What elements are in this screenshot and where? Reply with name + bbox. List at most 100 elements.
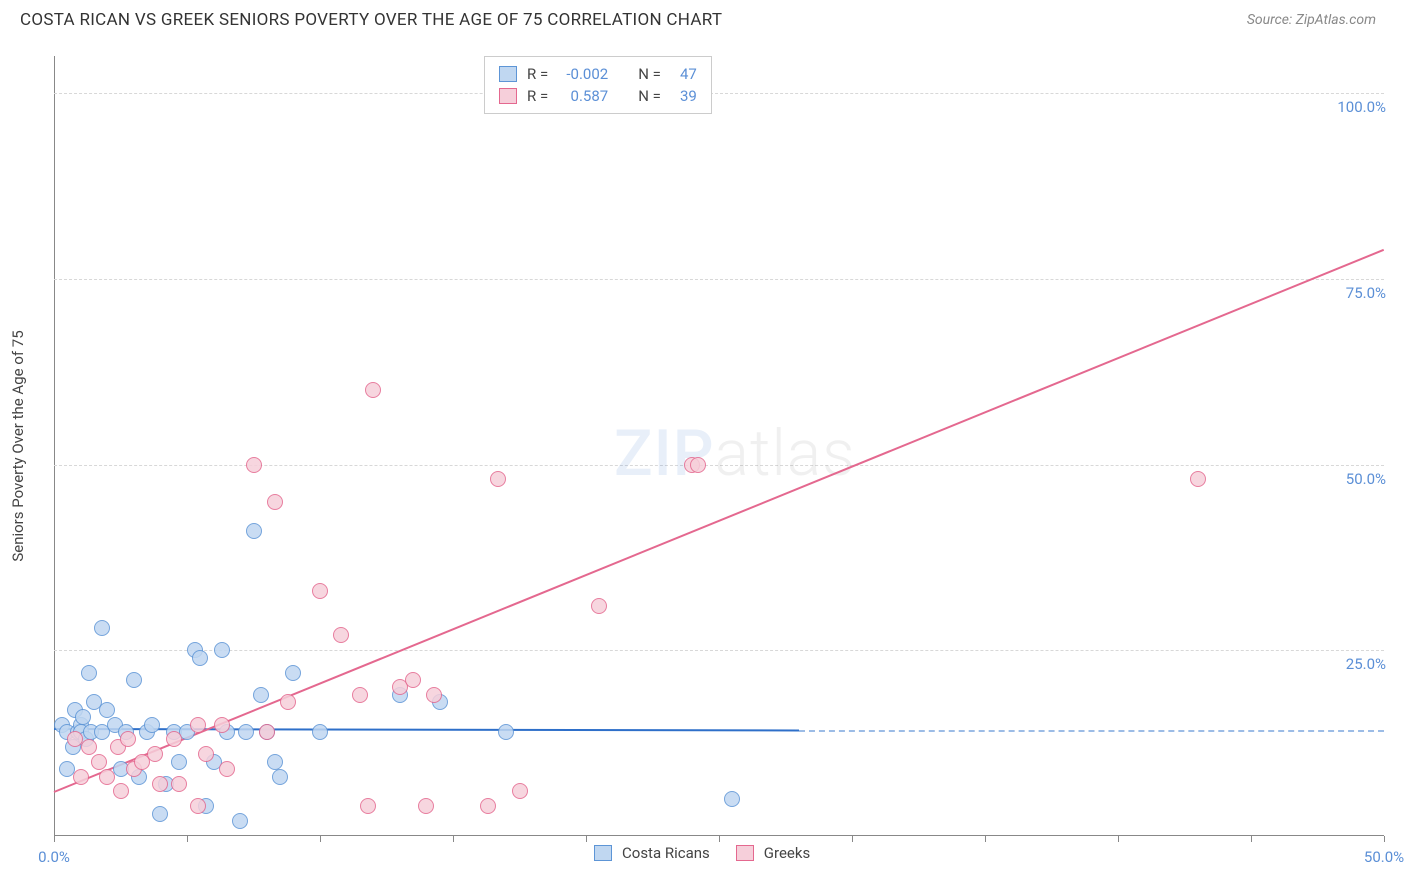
data-point — [232, 813, 248, 829]
data-point — [312, 724, 328, 740]
data-point — [285, 665, 301, 681]
legend-swatch — [736, 845, 754, 861]
data-point — [152, 806, 168, 822]
data-point — [192, 650, 208, 666]
data-point — [81, 739, 97, 755]
data-point — [75, 709, 91, 725]
data-point — [214, 642, 230, 658]
data-point — [365, 382, 381, 398]
data-point — [690, 457, 706, 473]
x-tick — [1384, 836, 1385, 842]
data-point — [267, 754, 283, 770]
data-point — [512, 783, 528, 799]
data-point — [99, 769, 115, 785]
x-tick — [187, 836, 188, 842]
y-tick-label: 50.0% — [1340, 470, 1386, 488]
data-point — [272, 769, 288, 785]
n-value: 39 — [671, 87, 697, 105]
r-value: -0.002 — [558, 65, 608, 83]
x-tick — [320, 836, 321, 842]
data-point — [214, 717, 230, 733]
x-tick — [985, 836, 986, 842]
data-point — [352, 687, 368, 703]
x-tick-label: 50.0% — [1364, 848, 1404, 866]
header: COSTA RICAN VS GREEK SENIORS POVERTY OVE… — [0, 0, 1406, 38]
trend-line — [799, 730, 1384, 732]
n-value: 47 — [671, 65, 697, 83]
data-point — [91, 754, 107, 770]
data-point — [81, 665, 97, 681]
data-point — [171, 754, 187, 770]
data-point — [498, 724, 514, 740]
data-point — [253, 687, 269, 703]
x-tick — [1118, 836, 1119, 842]
data-point — [591, 598, 607, 614]
y-tick-label: 100.0% — [1331, 98, 1386, 116]
r-value: 0.587 — [558, 87, 608, 105]
trend-line — [54, 249, 1385, 793]
x-tick — [54, 836, 55, 842]
gridline — [54, 279, 1384, 280]
data-point — [238, 724, 254, 740]
data-point — [418, 798, 434, 814]
series-legend-item: Greeks — [736, 842, 810, 864]
data-point — [724, 791, 740, 807]
data-point — [312, 583, 328, 599]
data-point — [190, 717, 206, 733]
x-tick — [852, 836, 853, 842]
stats-legend-row: R = 0.587 N = 39 — [499, 85, 697, 107]
series-legend: Costa Ricans Greeks — [594, 842, 810, 864]
y-tick-label: 25.0% — [1340, 655, 1386, 673]
data-point — [94, 620, 110, 636]
legend-swatch — [499, 66, 517, 82]
series-name: Greeks — [764, 844, 810, 862]
source-attribution: Source: ZipAtlas.com — [1247, 12, 1376, 28]
x-tick-label: 0.0% — [38, 848, 70, 866]
chart-title: COSTA RICAN VS GREEK SENIORS POVERTY OVE… — [20, 10, 722, 30]
data-point — [405, 672, 421, 688]
data-point — [333, 627, 349, 643]
data-point — [190, 798, 206, 814]
gridline — [54, 93, 1384, 94]
data-point — [99, 702, 115, 718]
legend-swatch — [499, 88, 517, 104]
data-point — [259, 724, 275, 740]
data-point — [360, 798, 376, 814]
x-tick — [1251, 836, 1252, 842]
series-name: Costa Ricans — [622, 844, 710, 862]
y-tick-label: 75.0% — [1340, 284, 1386, 302]
data-point — [198, 746, 214, 762]
series-legend-item: Costa Ricans — [594, 842, 710, 864]
stats-legend-row: R = -0.002 N = 47 — [499, 63, 697, 85]
source-name: ZipAtlas.com — [1296, 12, 1376, 28]
data-point — [219, 761, 235, 777]
data-point — [73, 769, 89, 785]
data-point — [280, 694, 296, 710]
n-label: N = — [638, 65, 661, 83]
r-label: R = — [527, 87, 548, 105]
scatter-chart: 25.0%50.0%75.0%100.0%0.0%50.0%ZIPatlasR … — [54, 56, 1384, 836]
data-point — [126, 672, 142, 688]
source-prefix: Source: — [1247, 12, 1296, 28]
data-point — [166, 731, 182, 747]
n-label: N = — [638, 87, 661, 105]
x-tick — [453, 836, 454, 842]
data-point — [426, 687, 442, 703]
legend-swatch — [594, 845, 612, 861]
data-point — [490, 471, 506, 487]
data-point — [480, 798, 496, 814]
data-point — [171, 776, 187, 792]
r-label: R = — [527, 65, 548, 83]
data-point — [113, 783, 129, 799]
data-point — [144, 717, 160, 733]
data-point — [1190, 471, 1206, 487]
data-point — [246, 523, 262, 539]
stats-legend: R = -0.002 N = 47 R = 0.587 N = 39 — [484, 56, 712, 114]
data-point — [267, 494, 283, 510]
y-axis-label: Seniors Poverty Over the Age of 75 — [9, 330, 27, 561]
data-point — [120, 731, 136, 747]
data-point — [246, 457, 262, 473]
data-point — [152, 776, 168, 792]
x-tick — [586, 836, 587, 842]
gridline — [54, 650, 1384, 651]
